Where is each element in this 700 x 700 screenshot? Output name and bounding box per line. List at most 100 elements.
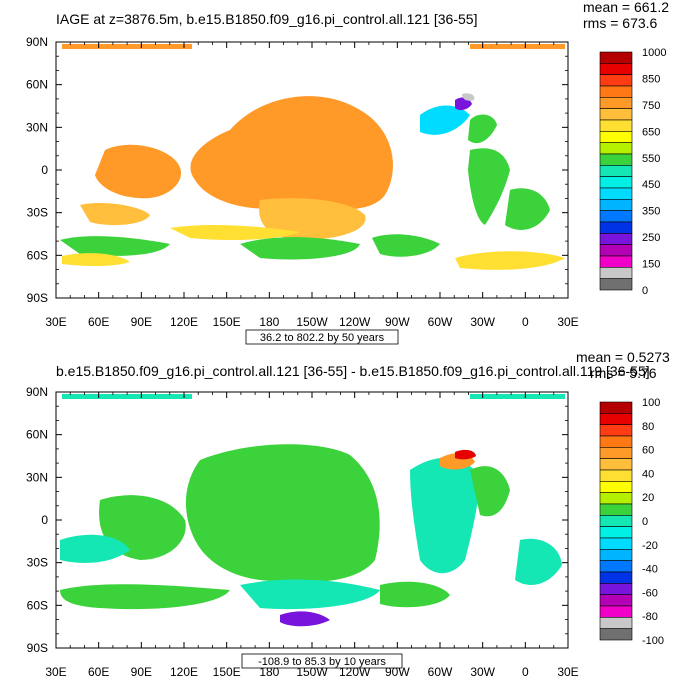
y-tick-label: 0 — [41, 513, 48, 527]
colorbar-swatch — [599, 594, 633, 607]
colorbar-label: 40 — [642, 468, 654, 480]
colorbar-swatch — [599, 469, 633, 482]
colorbar-swatch — [599, 424, 633, 437]
panel-2-range-box — [241, 653, 403, 669]
y-tick-label: 30N — [26, 120, 48, 134]
panel-2: b.e15.B1850.f09_g16.pi_control.all.121 [… — [26, 349, 670, 679]
x-tick-label: 120E — [170, 315, 198, 329]
colorbar-label: -60 — [642, 587, 658, 599]
colorbar-label: 450 — [642, 179, 660, 191]
colorbar-swatch — [599, 176, 633, 189]
colorbar-label: 1000 — [642, 47, 666, 59]
panel-1-rms: rms = 673.6 — [583, 15, 658, 31]
x-tick-label: 30E — [557, 665, 578, 679]
y-tick-label: 30N — [26, 470, 48, 484]
x-tick-label: 30E — [557, 315, 578, 329]
panel-1-range-box — [245, 329, 399, 345]
colorbar-swatch — [599, 458, 633, 471]
colorbar-swatch — [599, 481, 633, 493]
colorbar-label: 350 — [642, 206, 660, 218]
colorbar-swatch — [599, 119, 633, 132]
colorbar-swatch — [599, 560, 633, 573]
x-tick-label: 150W — [296, 665, 328, 679]
colorbar-swatch — [599, 605, 633, 618]
colorbar-swatch — [599, 63, 633, 75]
colorbar-label: 550 — [642, 153, 660, 165]
colorbar-swatch — [599, 583, 633, 595]
y-tick-label: 90N — [26, 385, 48, 399]
colorbar-swatch — [599, 187, 633, 200]
colorbar-label: 150 — [642, 259, 660, 271]
colorbar-swatch — [599, 401, 633, 414]
x-tick-label: 30W — [470, 665, 495, 679]
colorbar-label: 750 — [642, 100, 660, 112]
y-tick-label: 30S — [27, 556, 48, 570]
panel-1-x-axis: 30E 60E 90E 120E 150E 180 150W 120W 90W 60W 30W 0 30… — [45, 42, 579, 329]
y-tick-label: 30S — [27, 206, 48, 220]
y-tick-label: 60S — [27, 248, 48, 262]
x-tick-label: 60W — [428, 665, 453, 679]
colorbar-label: -100 — [642, 635, 664, 647]
colorbar-label: 80 — [642, 421, 654, 433]
panel-1-mean: mean = 661.2 — [583, 0, 669, 15]
colorbar-swatch — [599, 617, 633, 629]
colorbar-swatch — [599, 515, 633, 527]
panel-2-colorbar: 100 80 60 40 20 0 -20 -40 -60 -80 -100 — [599, 397, 664, 647]
y-tick-label: 90S — [27, 641, 48, 655]
panel-1-range-label: 36.2 to 802.2 by 50 years — [260, 332, 385, 344]
y-tick-label: 0 — [41, 163, 48, 177]
colorbar-label: 850 — [642, 73, 660, 85]
panel-1-ocean-fill — [60, 44, 565, 270]
panel-1-title: IAGE at z=3876.5m, b.e15.B1850.f09_g16.p… — [56, 11, 477, 27]
x-tick-label: 30E — [45, 315, 66, 329]
colorbar-swatch — [599, 233, 633, 245]
panel-2-title: b.e15.B1850.f09_g16.pi_control.all.121 [… — [56, 363, 650, 379]
colorbar-swatch — [599, 142, 633, 155]
colorbar-swatch — [599, 447, 633, 459]
x-tick-label: 90E — [131, 315, 152, 329]
colorbar-swatch — [599, 526, 633, 539]
x-tick-label: 120E — [170, 665, 198, 679]
colorbar-swatch — [599, 503, 633, 516]
colorbar-label: -20 — [642, 540, 658, 552]
x-tick-label: 150W — [296, 315, 328, 329]
colorbar-swatch — [599, 74, 633, 87]
panel-1: IAGE at z=3876.5m, b.e15.B1850.f09_g16.p… — [26, 0, 669, 345]
colorbar-swatch — [599, 549, 633, 561]
colorbar-label: 20 — [642, 492, 654, 504]
colorbar-swatch — [599, 492, 633, 505]
x-tick-label: 120W — [339, 665, 371, 679]
colorbar-swatch — [599, 97, 633, 109]
x-tick-label: 60E — [88, 665, 109, 679]
colorbar-label: 250 — [642, 232, 660, 244]
colorbar-swatch — [599, 85, 633, 98]
x-tick-label: 60W — [428, 315, 453, 329]
colorbar-swatch — [599, 537, 633, 550]
colorbar-swatch — [599, 278, 633, 291]
colorbar-swatch — [599, 413, 633, 425]
colorbar-label: 650 — [642, 126, 660, 138]
colorbar-swatch — [599, 210, 633, 223]
y-tick-label: 60S — [27, 598, 48, 612]
panel-2-y-axis: 90N 60N 30N 0 30S 60S 90S — [26, 385, 568, 655]
x-tick-label: 150E — [213, 315, 241, 329]
y-tick-label: 60N — [26, 78, 48, 92]
colorbar-swatch — [599, 571, 633, 584]
y-tick-label: 60N — [26, 428, 48, 442]
colorbar-label: -80 — [642, 611, 658, 623]
x-tick-label: 180 — [259, 665, 279, 679]
colorbar-swatch — [599, 267, 633, 279]
panel-1-y-axis: 90N 60N 30N 0 30S 60S 90S — [26, 35, 568, 305]
colorbar-swatch — [599, 199, 633, 211]
colorbar-swatch — [599, 435, 633, 448]
panel-2-rms: rms = 5.76 — [590, 365, 657, 381]
colorbar-label: -40 — [642, 564, 658, 576]
y-tick-label: 90N — [26, 35, 48, 49]
colorbar-swatch — [599, 51, 633, 64]
x-tick-label: 0 — [522, 315, 529, 329]
colorbar-label: 60 — [642, 445, 654, 457]
panel-1-colorbar: 1000 850 750 650 550 450 350 250 150 0 — [599, 47, 666, 297]
x-tick-label: 0 — [522, 665, 529, 679]
y-tick-label: 90S — [27, 291, 48, 305]
